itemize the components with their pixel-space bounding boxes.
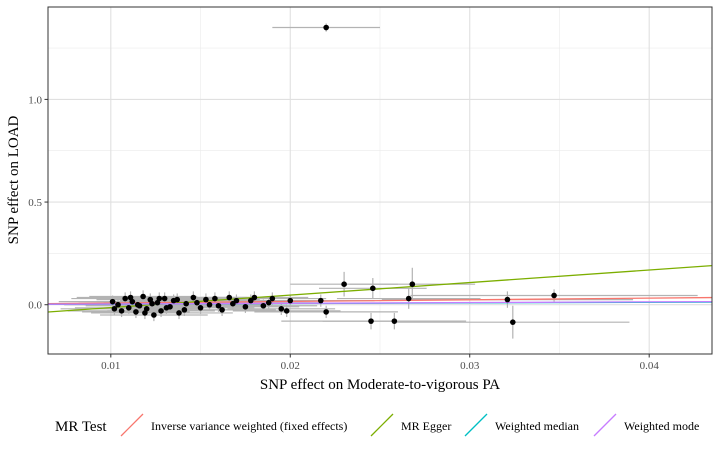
legend-label: MR Egger <box>401 419 451 433</box>
legend-key <box>464 413 488 437</box>
x-tick-label: 0.03 <box>460 360 480 372</box>
data-point <box>504 296 511 303</box>
data-point <box>115 301 121 308</box>
data-point <box>341 281 347 287</box>
data-point <box>149 300 155 307</box>
data-point <box>247 297 254 304</box>
x-tick-label: 0.04 <box>640 360 660 372</box>
data-point <box>212 295 218 302</box>
data-point <box>226 294 233 301</box>
data-point <box>409 281 416 287</box>
data-point <box>260 302 267 309</box>
data-point <box>368 318 374 324</box>
data-point <box>163 305 170 311</box>
data-point <box>391 318 398 324</box>
legend-label: Inverse variance weighted (fixed effects… <box>151 419 347 433</box>
data-point <box>317 297 324 304</box>
data-point <box>242 303 249 310</box>
legend-key <box>120 413 144 437</box>
data-point <box>194 299 200 306</box>
data-point <box>158 308 164 314</box>
data-point <box>133 309 139 315</box>
data-point <box>278 306 285 312</box>
data-point <box>265 299 272 306</box>
data-point <box>206 301 213 308</box>
panel-border <box>47 6 713 355</box>
data-point <box>405 295 412 302</box>
data-point <box>370 285 376 292</box>
legend: MR Test Inverse variance weighted (fixed… <box>55 413 699 437</box>
data-point <box>190 294 197 301</box>
data-point <box>151 312 157 318</box>
plot-content <box>48 23 712 339</box>
legend-label: Weighted median <box>495 419 579 433</box>
data-point <box>140 293 146 300</box>
data-point <box>197 305 204 311</box>
data-point <box>551 292 557 299</box>
y-tick-label: 1.0 <box>28 94 42 106</box>
data-point <box>219 307 225 313</box>
data-point <box>181 307 188 313</box>
legend-title: MR Test <box>55 419 107 435</box>
data-point <box>142 310 148 316</box>
legend-label: Weighted mode <box>624 419 699 433</box>
legend-key <box>593 413 617 437</box>
data-point <box>510 319 516 325</box>
data-point <box>323 24 329 31</box>
y-tick-label: 0.0 <box>28 300 42 312</box>
data-point <box>203 296 209 303</box>
data-point <box>161 295 168 302</box>
legend-key <box>370 413 394 437</box>
data-point <box>323 309 329 315</box>
data-point <box>215 302 222 309</box>
data-point <box>134 301 141 308</box>
data-point <box>230 300 236 307</box>
data-point <box>156 295 163 302</box>
data-point <box>118 308 125 314</box>
data-point <box>183 300 189 307</box>
y-tick-label: 0.5 <box>28 197 42 209</box>
data-point <box>122 295 128 302</box>
data-point <box>283 308 290 314</box>
data-point <box>174 296 181 303</box>
y-axis-title: SNP effect on LOAD <box>6 115 22 244</box>
data-point <box>125 305 132 311</box>
data-point <box>109 298 116 305</box>
data-point <box>111 306 118 312</box>
x-axis-title: SNP effect on Moderate-to-vigorous PA <box>260 377 500 393</box>
data-point <box>269 295 276 302</box>
data-point <box>287 297 294 304</box>
x-tick-label: 0.01 <box>101 360 120 372</box>
data-point <box>176 310 182 316</box>
data-point <box>127 294 134 301</box>
plot-panel: 0.01 0.02 0.03 0.04 0.0 0.5 1.0 <box>28 6 713 372</box>
x-tick-label: 0.02 <box>281 360 300 372</box>
